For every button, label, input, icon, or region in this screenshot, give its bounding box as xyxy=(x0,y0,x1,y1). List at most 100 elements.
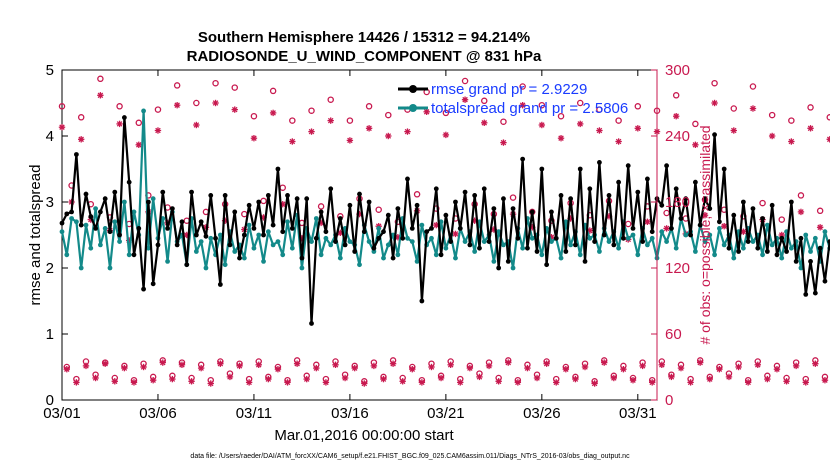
totalspread-point xyxy=(433,252,439,258)
assimilated-obs-marker xyxy=(437,374,445,382)
assimilated-obs-marker xyxy=(816,224,824,231)
assimilated-obs-marker xyxy=(442,131,450,139)
rmse-point xyxy=(822,278,828,284)
assimilated-obs-marker xyxy=(476,373,483,381)
assimilated-obs-marker xyxy=(802,379,809,386)
totalspread-point xyxy=(731,255,737,261)
y-tick-label: 3 xyxy=(46,194,54,211)
totalspread-point xyxy=(313,216,319,221)
assimilated-obs-marker xyxy=(768,132,776,140)
rmse-point xyxy=(659,202,665,208)
possible-obs-marker xyxy=(231,84,238,91)
assimilated-obs-marker xyxy=(764,375,771,383)
rmse-point xyxy=(453,199,458,205)
rmse-point xyxy=(582,259,588,264)
possible-obs-marker xyxy=(461,77,469,85)
y2-axis-label: # of obs: o=possible; ×=assimilated xyxy=(697,125,713,344)
totalspread-point xyxy=(309,239,314,245)
possible-obs-marker xyxy=(413,191,421,198)
totalspread-point xyxy=(299,265,305,271)
assimilated-obs-marker xyxy=(620,366,627,373)
totalspread-point xyxy=(606,239,612,245)
possible-obs-marker xyxy=(289,117,296,124)
assimilated-obs-marker xyxy=(649,379,656,386)
rmse-point xyxy=(520,156,526,162)
totalspread-point xyxy=(529,235,535,241)
rmse-point xyxy=(241,232,247,238)
rmse-point xyxy=(64,211,70,217)
assimilated-obs-marker xyxy=(327,117,334,124)
plot-frame xyxy=(61,69,658,401)
rmse-point xyxy=(414,202,420,208)
rmse-point xyxy=(750,206,756,212)
rmse-point xyxy=(477,245,482,251)
assimilated-obs-marker xyxy=(692,141,699,148)
possible-obs-marker xyxy=(116,103,123,110)
rmse-point xyxy=(539,166,545,172)
legend-spread-marker xyxy=(409,104,417,112)
possible-obs-marker xyxy=(634,103,642,110)
y2-tick-label: 120 xyxy=(665,260,690,277)
rmse-point xyxy=(472,193,478,198)
assimilated-obs-marker xyxy=(197,364,205,372)
totalspread-point xyxy=(597,249,602,254)
y-tick-label: 0 xyxy=(46,392,54,409)
x-tick-label: 03/06 xyxy=(139,405,177,422)
y2-tick-label: 180 xyxy=(665,194,690,211)
assimilated-obs-marker xyxy=(553,379,560,386)
totalspread-point xyxy=(275,239,281,245)
totalspread-point xyxy=(520,245,526,251)
assimilated-obs-marker xyxy=(495,378,502,385)
possible-obs-marker xyxy=(327,96,334,103)
x-axis-label: Mar.01,2016 00:00:00 start xyxy=(274,427,454,444)
totalspread-point xyxy=(625,235,631,241)
assimilated-obs-marker xyxy=(159,359,166,366)
rmse-point xyxy=(97,209,103,215)
assimilated-obs-marker xyxy=(73,379,80,386)
assimilated-obs-marker xyxy=(284,379,291,386)
possible-obs-marker xyxy=(816,207,824,215)
assimilated-obs-marker xyxy=(452,230,459,238)
rmse-line xyxy=(61,116,830,325)
totalspread-point xyxy=(73,219,79,225)
assimilated-obs-marker xyxy=(111,378,118,385)
legend-rmse-marker xyxy=(409,85,417,93)
possible-obs-marker xyxy=(154,106,162,113)
possible-obs-marker xyxy=(135,119,143,127)
assimilated-obs-marker xyxy=(169,375,176,383)
assimilated-obs-marker xyxy=(245,379,253,386)
assimilated-obs-marker xyxy=(365,125,373,132)
rmse-point xyxy=(131,252,137,258)
assimilated-obs-marker xyxy=(97,92,104,99)
rmse-point xyxy=(69,209,74,215)
rmse-point xyxy=(817,245,823,251)
totalspread-point xyxy=(750,239,756,245)
assimilated-obs-marker xyxy=(226,373,234,381)
totalspread-point xyxy=(481,239,487,245)
assimilated-obs-marker xyxy=(385,132,392,140)
rmse-point xyxy=(208,193,214,198)
x-tick-label: 03/26 xyxy=(523,405,561,422)
possible-obs-marker xyxy=(260,197,267,205)
assimilated-obs-marker xyxy=(481,119,488,126)
chart-subtitle: RADIOSONDE_U_WIND_COMPONENT @ 831 hPa xyxy=(187,48,542,65)
rmse-point xyxy=(112,189,118,195)
assimilated-obs-marker xyxy=(577,120,584,128)
totalspread-point xyxy=(69,216,74,221)
rmse-point xyxy=(333,239,338,245)
y2-tick-label: 300 xyxy=(665,62,690,79)
totalspread-point xyxy=(165,259,170,264)
rmse-point xyxy=(376,235,382,241)
totalspread-point xyxy=(501,242,506,248)
totalspread-point xyxy=(102,226,108,231)
assimilated-obs-marker xyxy=(668,373,675,381)
assimilated-obs-marker xyxy=(783,378,790,385)
assimilated-obs-marker xyxy=(265,375,272,383)
rmse-point xyxy=(606,193,612,198)
rmse-point xyxy=(529,209,535,215)
possible-obs-marker xyxy=(759,199,766,207)
possible-obs-marker xyxy=(212,79,219,87)
assimilated-obs-marker xyxy=(461,96,469,103)
assimilated-obs-marker xyxy=(409,366,416,373)
assimilated-obs-marker xyxy=(140,363,147,371)
